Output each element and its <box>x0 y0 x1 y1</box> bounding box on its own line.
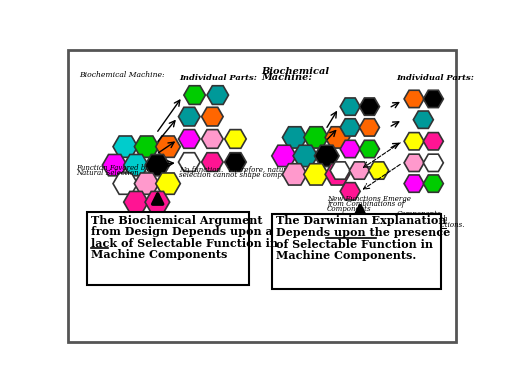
Polygon shape <box>113 173 138 194</box>
Polygon shape <box>359 98 379 115</box>
Polygon shape <box>304 127 328 148</box>
Polygon shape <box>340 119 360 136</box>
Polygon shape <box>340 140 360 158</box>
Polygon shape <box>225 130 246 148</box>
Polygon shape <box>145 191 169 213</box>
Polygon shape <box>272 145 296 166</box>
Text: Depends upon the presence: Depends upon the presence <box>276 227 451 238</box>
Polygon shape <box>179 130 200 148</box>
Polygon shape <box>179 107 200 126</box>
Text: lack of Selectable Function in: lack of Selectable Function in <box>92 238 279 249</box>
Polygon shape <box>413 111 433 128</box>
Polygon shape <box>225 153 246 171</box>
Text: Individual Parts:: Individual Parts: <box>179 74 257 81</box>
Text: The Darwinian Explanation: The Darwinian Explanation <box>276 215 447 227</box>
Polygon shape <box>145 154 169 176</box>
Text: Biochemical: Biochemical <box>262 66 330 76</box>
Text: of Selectable Function in: of Selectable Function in <box>276 239 433 249</box>
Text: Components: Components <box>396 210 441 218</box>
Polygon shape <box>179 153 200 171</box>
Polygon shape <box>202 130 223 148</box>
Text: Originate with: Originate with <box>396 215 448 223</box>
Polygon shape <box>340 98 360 115</box>
Text: different functions.: different functions. <box>396 221 465 229</box>
Polygon shape <box>404 133 424 150</box>
Text: Natural Selection: Natural Selection <box>76 169 139 177</box>
Polygon shape <box>202 107 223 126</box>
Text: Components: Components <box>327 205 372 213</box>
Polygon shape <box>304 164 328 185</box>
Bar <box>272 214 441 289</box>
Polygon shape <box>325 164 350 185</box>
Bar <box>87 212 248 285</box>
Polygon shape <box>283 164 307 185</box>
Polygon shape <box>207 86 228 104</box>
Polygon shape <box>293 145 318 166</box>
Polygon shape <box>330 162 350 179</box>
Text: Function Favored by: Function Favored by <box>76 164 150 172</box>
Polygon shape <box>134 173 159 194</box>
Polygon shape <box>283 127 307 148</box>
Text: Machine Components.: Machine Components. <box>276 250 416 261</box>
Text: Machine Components: Machine Components <box>92 249 228 260</box>
Polygon shape <box>314 145 339 166</box>
Polygon shape <box>156 173 180 194</box>
Polygon shape <box>404 175 424 192</box>
Text: from Design Depends upon a: from Design Depends upon a <box>92 226 273 237</box>
Polygon shape <box>404 90 424 107</box>
Polygon shape <box>423 175 443 192</box>
Text: from Combinations of: from Combinations of <box>327 200 404 208</box>
Polygon shape <box>113 136 138 157</box>
Polygon shape <box>134 136 159 157</box>
Text: Individual Parts:: Individual Parts: <box>396 74 474 81</box>
Polygon shape <box>102 154 127 176</box>
Polygon shape <box>359 140 379 158</box>
Polygon shape <box>423 133 443 150</box>
Polygon shape <box>124 191 148 213</box>
Polygon shape <box>202 153 223 171</box>
Text: Machine:: Machine: <box>262 73 313 82</box>
Polygon shape <box>124 154 148 176</box>
Polygon shape <box>340 183 360 200</box>
Polygon shape <box>349 162 370 179</box>
Text: New Functions Emerge: New Functions Emerge <box>327 194 411 203</box>
Polygon shape <box>369 162 389 179</box>
Text: The Biochemical Argument: The Biochemical Argument <box>92 215 263 226</box>
Polygon shape <box>325 127 350 148</box>
Text: Biochemical Machine:: Biochemical Machine: <box>79 71 165 80</box>
Polygon shape <box>156 136 180 157</box>
Polygon shape <box>423 90 443 107</box>
Text: No function.  Therefore, natural: No function. Therefore, natural <box>179 166 293 174</box>
Polygon shape <box>359 119 379 136</box>
Polygon shape <box>184 86 205 104</box>
Polygon shape <box>404 154 424 171</box>
Polygon shape <box>423 154 443 171</box>
Text: selection cannot shape components.: selection cannot shape components. <box>179 171 308 180</box>
